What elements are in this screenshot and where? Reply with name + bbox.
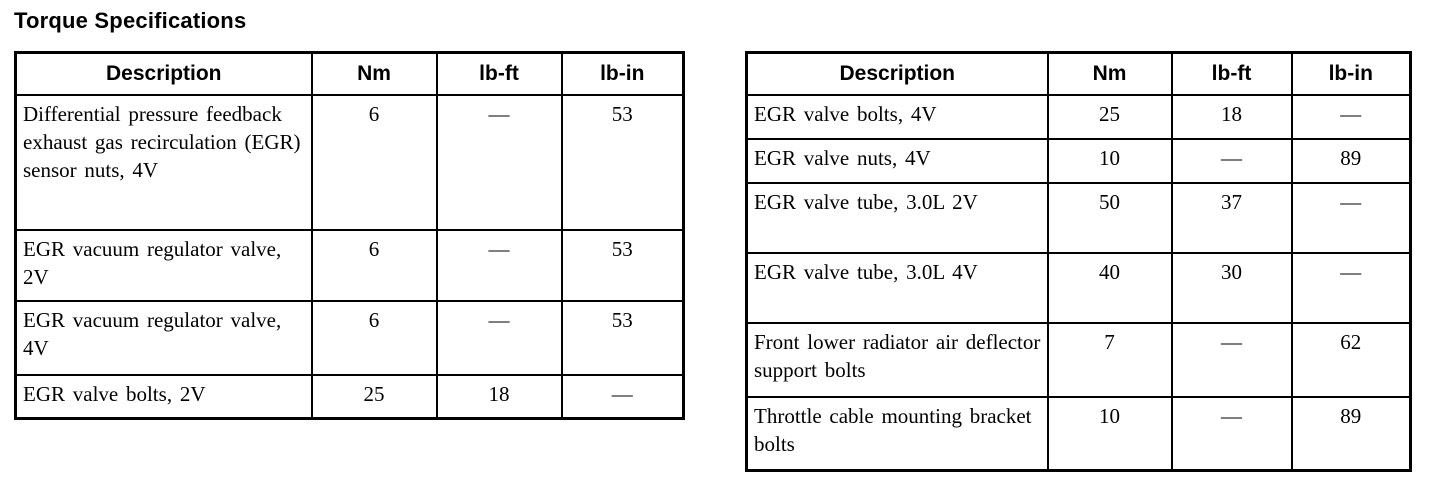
cell-lb-in: —	[1290, 181, 1412, 254]
cell-nm: 6	[310, 228, 438, 302]
table-row: EGR valve tube, 3.0L 4V 40 30 —	[745, 251, 1412, 324]
cell-description: EGR vacuum regulator valve, 2V	[14, 228, 313, 302]
cell-lb-ft: —	[1170, 137, 1293, 184]
cell-lb-in: 89	[1290, 395, 1412, 472]
cell-lb-in: —	[1290, 251, 1412, 324]
tables-container: Description Nm lb-ft lb-in Differential …	[14, 51, 1440, 472]
cell-nm: 25	[310, 373, 438, 420]
cell-lb-in: —	[560, 373, 685, 420]
cell-description: Front lower radiator air deflector suppo…	[745, 321, 1049, 398]
torque-table-left: Description Nm lb-ft lb-in Differential …	[14, 51, 685, 420]
column-header-description: Description	[745, 51, 1049, 96]
cell-description: EGR vacuum regulator valve, 4V	[14, 299, 313, 376]
cell-nm: 10	[1046, 395, 1173, 472]
cell-description: EGR valve tube, 3.0L 4V	[745, 251, 1049, 324]
table-row: Front lower radiator air deflector suppo…	[745, 321, 1412, 398]
cell-nm: 25	[1046, 93, 1173, 140]
cell-description: EGR valve bolts, 4V	[745, 93, 1049, 140]
column-header-lb-in: lb-in	[1290, 51, 1412, 96]
document-page: Torque Specifications Description Nm lb-…	[14, 8, 1440, 472]
table-row: EGR valve nuts, 4V 10 — 89	[745, 137, 1412, 184]
column-header-lb-in: lb-in	[560, 51, 685, 96]
cell-description: Throttle cable mounting bracket bolts	[745, 395, 1049, 472]
cell-nm: 7	[1046, 321, 1173, 398]
cell-lb-in: 53	[560, 228, 685, 302]
cell-lb-ft: —	[435, 93, 563, 231]
cell-lb-in: 62	[1290, 321, 1412, 398]
cell-lb-in: 53	[560, 93, 685, 231]
table-row: Throttle cable mounting bracket bolts 10…	[745, 395, 1412, 472]
table-row: EGR valve bolts, 2V 25 18 —	[14, 373, 685, 420]
table-row: EGR vacuum regulator valve, 4V 6 — 53	[14, 299, 685, 376]
cell-nm: 6	[310, 299, 438, 376]
column-header-nm: Nm	[1046, 51, 1173, 96]
cell-lb-in: —	[1290, 93, 1412, 140]
cell-lb-ft: 18	[1170, 93, 1293, 140]
cell-lb-ft: —	[1170, 395, 1293, 472]
torque-table-right: Description Nm lb-ft lb-in EGR valve bol…	[745, 51, 1412, 472]
column-header-lb-ft: lb-ft	[435, 51, 563, 96]
table-header-row: Description Nm lb-ft lb-in	[14, 51, 685, 96]
table-row: EGR valve tube, 3.0L 2V 50 37 —	[745, 181, 1412, 254]
cell-nm: 6	[310, 93, 438, 231]
cell-lb-ft: 30	[1170, 251, 1293, 324]
table-row: EGR valve bolts, 4V 25 18 —	[745, 93, 1412, 140]
page-title: Torque Specifications	[14, 8, 247, 33]
column-header-nm: Nm	[310, 51, 438, 96]
cell-lb-in: 53	[560, 299, 685, 376]
cell-nm: 40	[1046, 251, 1173, 324]
table-header-row: Description Nm lb-ft lb-in	[745, 51, 1412, 96]
cell-description: Differential pressure feedback exhaust g…	[14, 93, 313, 231]
cell-description: EGR valve tube, 3.0L 2V	[745, 181, 1049, 254]
cell-lb-in: 89	[1290, 137, 1412, 184]
cell-description: EGR valve nuts, 4V	[745, 137, 1049, 184]
cell-lb-ft: —	[1170, 321, 1293, 398]
table-row: Differential pressure feedback exhaust g…	[14, 93, 685, 231]
cell-nm: 10	[1046, 137, 1173, 184]
cell-lb-ft: —	[435, 299, 563, 376]
cell-lb-ft: 18	[435, 373, 563, 420]
table-row: EGR vacuum regulator valve, 2V 6 — 53	[14, 228, 685, 302]
cell-lb-ft: —	[435, 228, 563, 302]
cell-description: EGR valve bolts, 2V	[14, 373, 313, 420]
column-header-description: Description	[14, 51, 313, 96]
cell-nm: 50	[1046, 181, 1173, 254]
cell-lb-ft: 37	[1170, 181, 1293, 254]
column-header-lb-ft: lb-ft	[1170, 51, 1293, 96]
